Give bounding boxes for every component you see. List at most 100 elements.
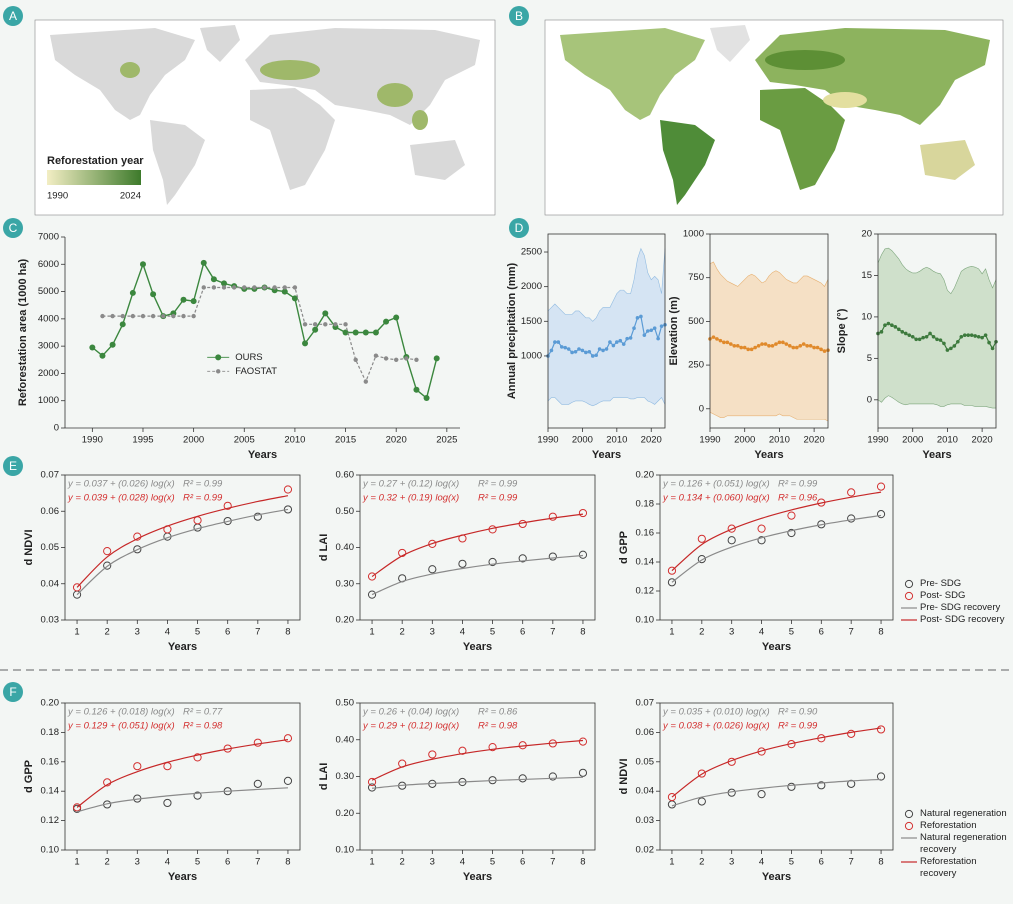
legend-swatch <box>904 591 914 601</box>
data-point <box>252 285 257 290</box>
colorbar-title: Reforestation year <box>47 155 144 167</box>
x-tick-label: 1990 <box>867 435 888 446</box>
panel-letter: F <box>9 685 16 699</box>
mean-point <box>983 333 988 337</box>
fit-r-squared: R² = 0.98 <box>478 721 518 732</box>
mean-point <box>907 333 912 337</box>
data-point <box>363 379 369 384</box>
fit-equation: y = 0.29 + (0.12) log(x) <box>362 721 459 732</box>
data-point <box>362 329 369 336</box>
band-area <box>548 248 665 406</box>
y-tick-label: 0.06 <box>636 727 655 738</box>
data-point <box>133 545 142 554</box>
mean-point <box>559 345 564 349</box>
data-point <box>193 753 202 762</box>
x-tick-label: 5 <box>490 627 495 638</box>
mean-point <box>725 340 730 345</box>
fit-equation: y = 0.126 + (0.051) log(x) <box>662 479 770 490</box>
y-tick-label: 0.30 <box>336 771 355 782</box>
legend-entry: Pre- SDG <box>901 578 1013 590</box>
x-tick-label: 3 <box>729 857 734 868</box>
mean-point <box>805 344 809 348</box>
mean-point <box>618 338 623 343</box>
x-tick-label: 6 <box>225 857 230 868</box>
data-point <box>757 790 766 799</box>
data-point <box>109 341 116 348</box>
mean-point <box>959 335 964 339</box>
plot-frame <box>659 702 894 851</box>
x-tick-label: 8 <box>580 857 585 868</box>
data-point <box>488 743 497 752</box>
mean-point <box>608 340 612 344</box>
fit-curve <box>371 776 583 789</box>
data-point <box>193 791 202 800</box>
data-point <box>548 552 557 561</box>
mean-point <box>753 345 757 350</box>
legend-label: FAOSTAT <box>235 366 277 377</box>
colorbar <box>47 170 141 185</box>
x-tick-label: 5 <box>195 857 200 868</box>
mean-point <box>553 340 557 344</box>
x-tick-label: 2020 <box>386 435 407 446</box>
x-tick-label: 7 <box>550 627 555 638</box>
x-tick-label: 2020 <box>641 435 662 446</box>
band-edge <box>709 261 829 287</box>
data-point <box>578 768 588 777</box>
x-tick-label: 2005 <box>234 435 255 446</box>
fit-curve <box>371 513 584 577</box>
data-point <box>312 322 318 327</box>
x-tick-label: 2010 <box>937 435 958 446</box>
mean-point <box>883 323 887 327</box>
mean-point <box>897 327 901 332</box>
mean-point <box>917 337 922 342</box>
legend-entry: Reforestation recovery <box>901 856 1013 880</box>
y-axis-label: Reforestation area (1000 ha) <box>17 259 29 407</box>
mean-point <box>903 331 908 336</box>
x-tick-label: 4 <box>165 857 170 868</box>
data-point <box>667 792 677 802</box>
mean-point <box>621 342 626 346</box>
y-tick-label: 0.12 <box>636 586 655 597</box>
x-tick-label: 2 <box>699 627 704 638</box>
mean-point <box>886 321 891 326</box>
panel-badge <box>509 218 529 238</box>
plot-frame <box>659 474 894 621</box>
data-point <box>342 329 349 336</box>
mean-point <box>956 339 960 344</box>
data-point <box>223 501 232 510</box>
mean-point <box>962 333 967 337</box>
mean-point <box>577 347 581 351</box>
fit-curve <box>76 495 289 588</box>
data-point <box>423 394 430 401</box>
fit-curve <box>671 514 882 583</box>
x-tick-label: 7 <box>255 857 260 868</box>
data-point <box>302 340 309 347</box>
legend-label: Pre- SDG <box>920 578 962 589</box>
data-point <box>667 578 677 587</box>
data-point <box>727 536 736 545</box>
band-edge <box>877 247 997 295</box>
data-point <box>333 322 338 327</box>
fit-curve <box>76 508 289 596</box>
x-tick-label: 1 <box>74 857 79 868</box>
x-tick-label: 6 <box>819 627 824 638</box>
data-point <box>847 729 856 738</box>
fit-r-squared: R² = 0.77 <box>183 707 223 718</box>
data-point <box>100 313 105 319</box>
data-point <box>518 554 527 563</box>
x-tick-label: 3 <box>135 627 140 638</box>
data-point <box>697 769 706 778</box>
y-axis-label: Elevation (m) <box>668 296 680 365</box>
legend-entry: Natural regeneration recovery <box>901 832 1013 856</box>
y-tick-label: 500 <box>688 316 704 327</box>
y-tick-label: 0.10 <box>336 845 355 856</box>
data-point <box>281 288 288 295</box>
fit-equation: y = 0.035 + (0.010) log(x) <box>662 707 770 718</box>
mean-point <box>642 333 647 337</box>
mean-point <box>819 347 823 352</box>
y-axis-label: d NDVI <box>618 758 630 794</box>
data-point <box>458 746 467 755</box>
y-tick-label: 0 <box>867 394 872 405</box>
plot-frame <box>547 233 666 429</box>
panel-letter: C <box>9 221 18 235</box>
